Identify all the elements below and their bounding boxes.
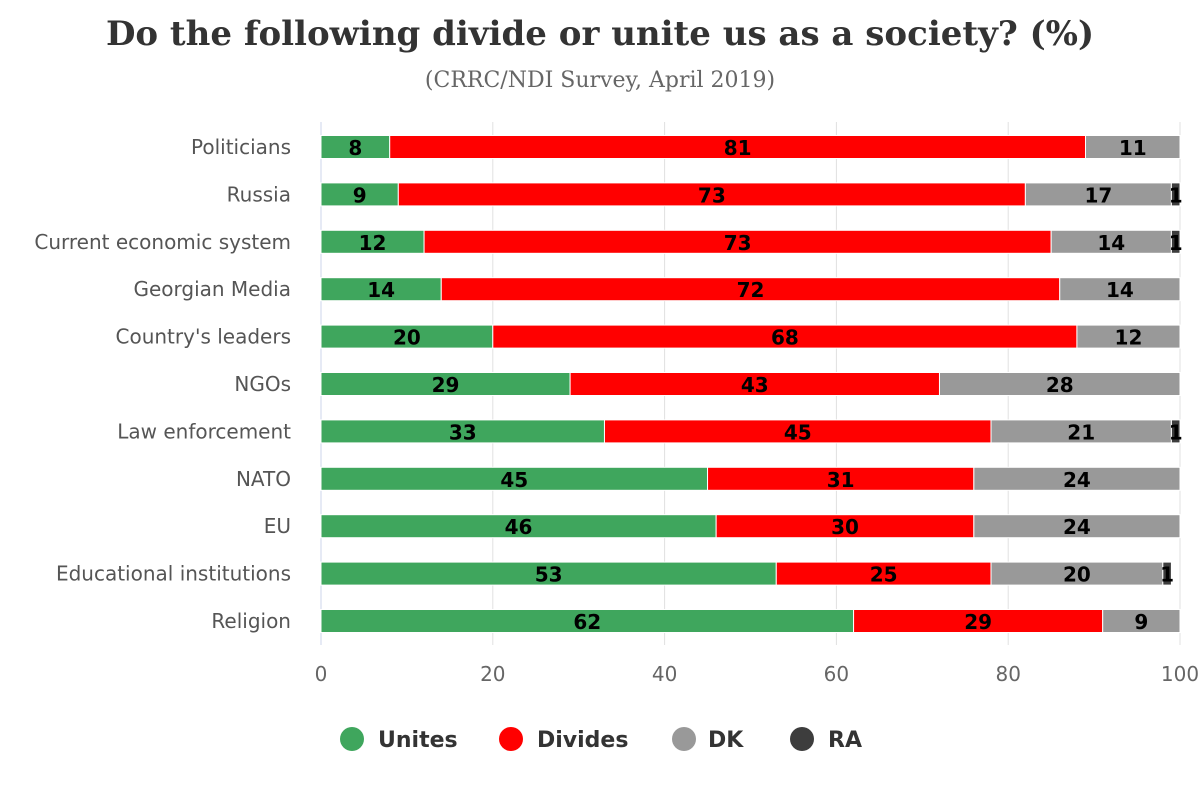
legend-item-dk[interactable]: DK bbox=[672, 727, 744, 753]
bar-segment-dk[interactable] bbox=[1102, 609, 1181, 633]
legend-item-ra[interactable]: RA bbox=[790, 727, 862, 753]
data-label: 72 bbox=[737, 278, 765, 302]
category-labels: Politicians Russia Current economic system… bbox=[34, 135, 291, 633]
category-label: Country's leaders bbox=[116, 325, 292, 349]
x-tick-label: 20 bbox=[480, 662, 505, 686]
bar-segment-dk[interactable] bbox=[938, 372, 1181, 396]
data-label: 43 bbox=[741, 373, 769, 397]
data-label: 29 bbox=[432, 373, 460, 397]
data-label: 62 bbox=[573, 610, 601, 634]
data-label: 73 bbox=[698, 183, 726, 207]
data-label: 20 bbox=[1063, 563, 1091, 587]
category-label: Current economic system bbox=[34, 230, 291, 254]
x-tick-label: 80 bbox=[995, 662, 1020, 686]
data-label: 24 bbox=[1063, 515, 1091, 539]
category-label: NATO bbox=[236, 467, 291, 491]
legend[interactable]: Unites Divides DK RA bbox=[340, 727, 862, 753]
data-label: 68 bbox=[771, 326, 799, 350]
data-label: 14 bbox=[1097, 231, 1125, 255]
bar-segment-ra[interactable] bbox=[1170, 229, 1181, 254]
data-label: 25 bbox=[870, 563, 898, 587]
data-label: 1 bbox=[1169, 420, 1183, 444]
bar-segment-dk[interactable] bbox=[1059, 277, 1181, 302]
data-label: 30 bbox=[831, 515, 859, 539]
category-label: Georgian Media bbox=[133, 277, 291, 301]
x-tick-label: 40 bbox=[652, 662, 677, 686]
data-label: 33 bbox=[449, 420, 477, 444]
legend-item-divides[interactable]: Divides bbox=[499, 727, 628, 753]
bar-segment-dk[interactable] bbox=[1085, 135, 1181, 159]
x-tick-label: 60 bbox=[824, 662, 849, 686]
x-tick-label: 0 bbox=[315, 662, 328, 686]
data-label: 21 bbox=[1067, 420, 1095, 444]
data-label: 31 bbox=[827, 468, 855, 492]
data-label: 1 bbox=[1169, 183, 1183, 207]
data-label: 20 bbox=[393, 326, 421, 350]
data-label: 28 bbox=[1046, 373, 1074, 397]
category-label: Religion bbox=[211, 609, 291, 633]
bar-segment-dk[interactable] bbox=[973, 514, 1181, 539]
category-label: Russia bbox=[227, 182, 291, 206]
data-label: 1 bbox=[1169, 231, 1183, 255]
category-label: Educational institutions bbox=[56, 562, 291, 586]
data-label: 46 bbox=[505, 515, 533, 539]
data-label: 24 bbox=[1063, 468, 1091, 492]
legend-swatch bbox=[499, 727, 523, 751]
bar-segment-ra[interactable] bbox=[1162, 561, 1172, 586]
bar-segment-ra[interactable] bbox=[1170, 182, 1181, 207]
data-label: 14 bbox=[367, 278, 395, 302]
legend-label: RA bbox=[828, 728, 862, 753]
data-label: 12 bbox=[1115, 326, 1143, 350]
x-tick-label: 100 bbox=[1161, 662, 1199, 686]
category-label: Politicians bbox=[191, 135, 291, 159]
data-label: 8 bbox=[348, 136, 362, 160]
legend-label: DK bbox=[708, 728, 744, 753]
data-label: 14 bbox=[1106, 278, 1134, 302]
category-label: NGOs bbox=[234, 372, 291, 396]
data-label: 9 bbox=[353, 183, 367, 207]
category-label: Law enforcement bbox=[117, 419, 291, 443]
data-label: 81 bbox=[724, 136, 752, 160]
data-label: 45 bbox=[500, 468, 528, 492]
data-label: 17 bbox=[1084, 183, 1112, 207]
bar-segment-dk[interactable] bbox=[973, 466, 1181, 491]
data-label: 12 bbox=[359, 231, 387, 255]
data-label: 45 bbox=[784, 420, 812, 444]
chart-subtitle: (CRRC/NDI Survey, April 2019) bbox=[424, 68, 776, 93]
data-label: 73 bbox=[724, 231, 752, 255]
bar-segment-ra[interactable] bbox=[1170, 419, 1181, 444]
bar-segment-dk[interactable] bbox=[1076, 324, 1181, 349]
data-label: 53 bbox=[535, 563, 563, 587]
legend-swatch bbox=[672, 727, 696, 751]
x-axis-ticks: 0 20 40 60 80 100 bbox=[315, 662, 1199, 686]
data-label: 29 bbox=[964, 610, 992, 634]
legend-label: Divides bbox=[537, 728, 628, 753]
legend-swatch bbox=[340, 727, 364, 751]
legend-label: Unites bbox=[378, 728, 458, 753]
data-label: 9 bbox=[1134, 610, 1148, 634]
chart-title: Do the following divide or unite us as a… bbox=[105, 14, 1095, 54]
legend-swatch bbox=[790, 727, 814, 751]
data-label: 11 bbox=[1119, 136, 1147, 160]
data-label: 1 bbox=[1160, 563, 1174, 587]
category-label: EU bbox=[264, 514, 291, 538]
legend-item-unites[interactable]: Unites bbox=[340, 727, 458, 753]
